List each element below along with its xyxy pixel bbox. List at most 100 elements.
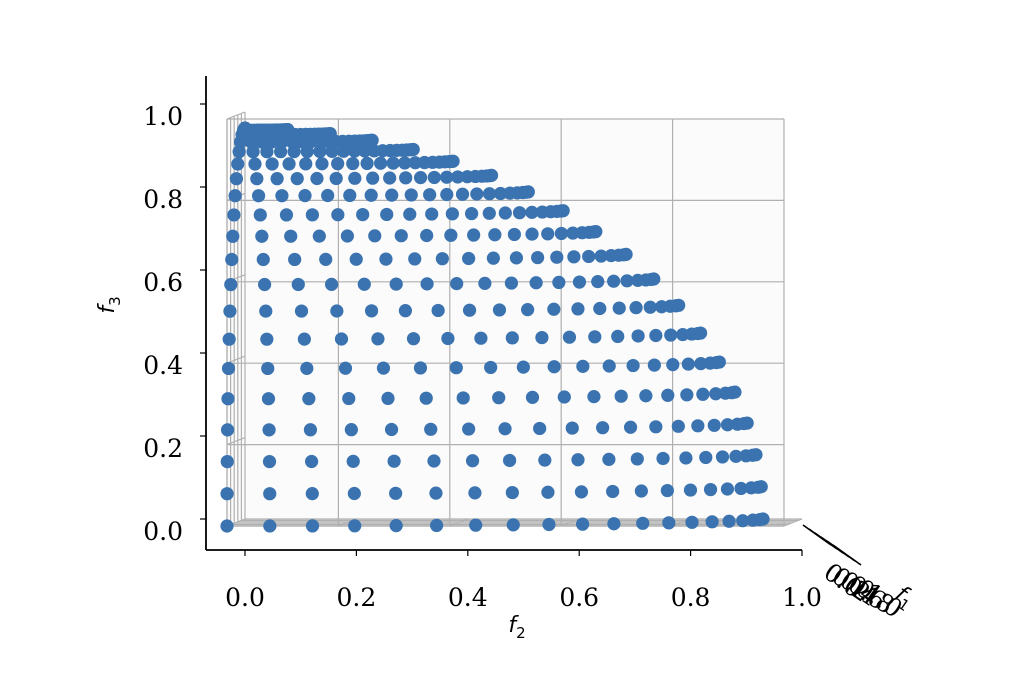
data-point xyxy=(451,170,465,184)
data-point xyxy=(467,228,481,242)
data-point xyxy=(305,208,319,222)
data-point xyxy=(535,330,549,345)
data-point xyxy=(666,358,680,372)
data-point xyxy=(694,357,708,371)
data-point xyxy=(681,357,695,371)
data-point xyxy=(571,302,585,316)
data-point xyxy=(469,518,483,532)
data-point xyxy=(498,422,512,436)
data-point xyxy=(509,251,524,265)
data-point xyxy=(406,142,420,157)
data-point xyxy=(571,453,585,467)
data-point xyxy=(290,172,304,186)
data-point xyxy=(525,227,539,241)
data-point xyxy=(486,251,500,265)
data-point xyxy=(492,391,506,405)
data-point xyxy=(661,388,675,402)
z-tick-mark xyxy=(832,544,862,566)
y-tick-label: 0.2 xyxy=(143,434,183,463)
data-point xyxy=(228,189,242,203)
data-point xyxy=(256,252,270,267)
data-point xyxy=(680,388,694,402)
data-point xyxy=(260,145,274,159)
data-point xyxy=(374,156,388,170)
back-pane xyxy=(227,119,784,526)
x-tick-label: 0.0 xyxy=(225,583,265,612)
data-point xyxy=(262,454,277,469)
data-point xyxy=(533,421,547,436)
x-tick-label: 1.0 xyxy=(782,583,822,612)
data-point xyxy=(302,392,316,406)
data-point xyxy=(347,486,361,501)
grid-line-side-f3 xyxy=(226,111,246,120)
data-point xyxy=(220,423,235,437)
data-point xyxy=(227,208,241,222)
data-point xyxy=(389,486,403,500)
data-point xyxy=(679,451,693,465)
data-point xyxy=(512,206,527,220)
data-point xyxy=(310,171,324,186)
data-point xyxy=(294,304,309,318)
data-point xyxy=(250,172,264,186)
data-point xyxy=(470,187,484,201)
data-point xyxy=(484,168,499,182)
data-point xyxy=(576,359,590,373)
data-point xyxy=(261,392,276,406)
data-point xyxy=(691,419,705,433)
data-point xyxy=(319,252,333,266)
data-point xyxy=(707,418,721,432)
data-point xyxy=(380,207,394,222)
data-point xyxy=(462,422,476,436)
data-point xyxy=(574,485,589,499)
data-point xyxy=(368,229,382,243)
data-point xyxy=(220,454,234,469)
data-point xyxy=(312,229,326,243)
data-point xyxy=(562,330,577,344)
data-point xyxy=(282,157,296,171)
data-point xyxy=(623,420,638,434)
data-point xyxy=(620,274,634,288)
data-point xyxy=(384,422,399,437)
data-point xyxy=(403,207,417,221)
data-point xyxy=(541,227,555,241)
data-point xyxy=(567,250,581,264)
data-point xyxy=(222,332,236,346)
x-tick-label: 0.4 xyxy=(448,583,488,612)
data-point xyxy=(288,252,302,267)
data-point xyxy=(398,304,412,318)
data-point xyxy=(358,144,372,158)
data-point xyxy=(246,145,260,159)
data-point xyxy=(263,519,277,533)
x-tick-label: 0.2 xyxy=(337,583,377,612)
data-point xyxy=(449,361,463,375)
data-point xyxy=(736,514,750,528)
data-point xyxy=(612,301,626,315)
data-point xyxy=(643,300,657,314)
data-point xyxy=(305,519,320,533)
data-point xyxy=(313,144,327,159)
data-point xyxy=(649,420,663,434)
data-point xyxy=(376,361,391,375)
data-point xyxy=(525,390,540,404)
data-point xyxy=(703,482,718,497)
data-point xyxy=(225,252,239,267)
data-point xyxy=(729,449,743,463)
data-point xyxy=(450,277,464,291)
data-point xyxy=(258,277,272,292)
data-point xyxy=(630,452,644,466)
data-point xyxy=(386,156,400,170)
data-point xyxy=(305,487,319,501)
data-point xyxy=(541,485,555,499)
data-point xyxy=(365,133,379,147)
data-point xyxy=(709,387,723,401)
data-point xyxy=(465,206,479,221)
data-point xyxy=(226,229,240,243)
y-tick-label: 0.8 xyxy=(143,185,183,214)
data-point xyxy=(323,127,337,141)
data-point xyxy=(348,171,362,185)
data-point xyxy=(521,303,535,317)
data-point xyxy=(387,454,401,468)
data-point xyxy=(556,204,570,218)
data-point xyxy=(693,326,708,340)
data-point xyxy=(722,514,736,528)
